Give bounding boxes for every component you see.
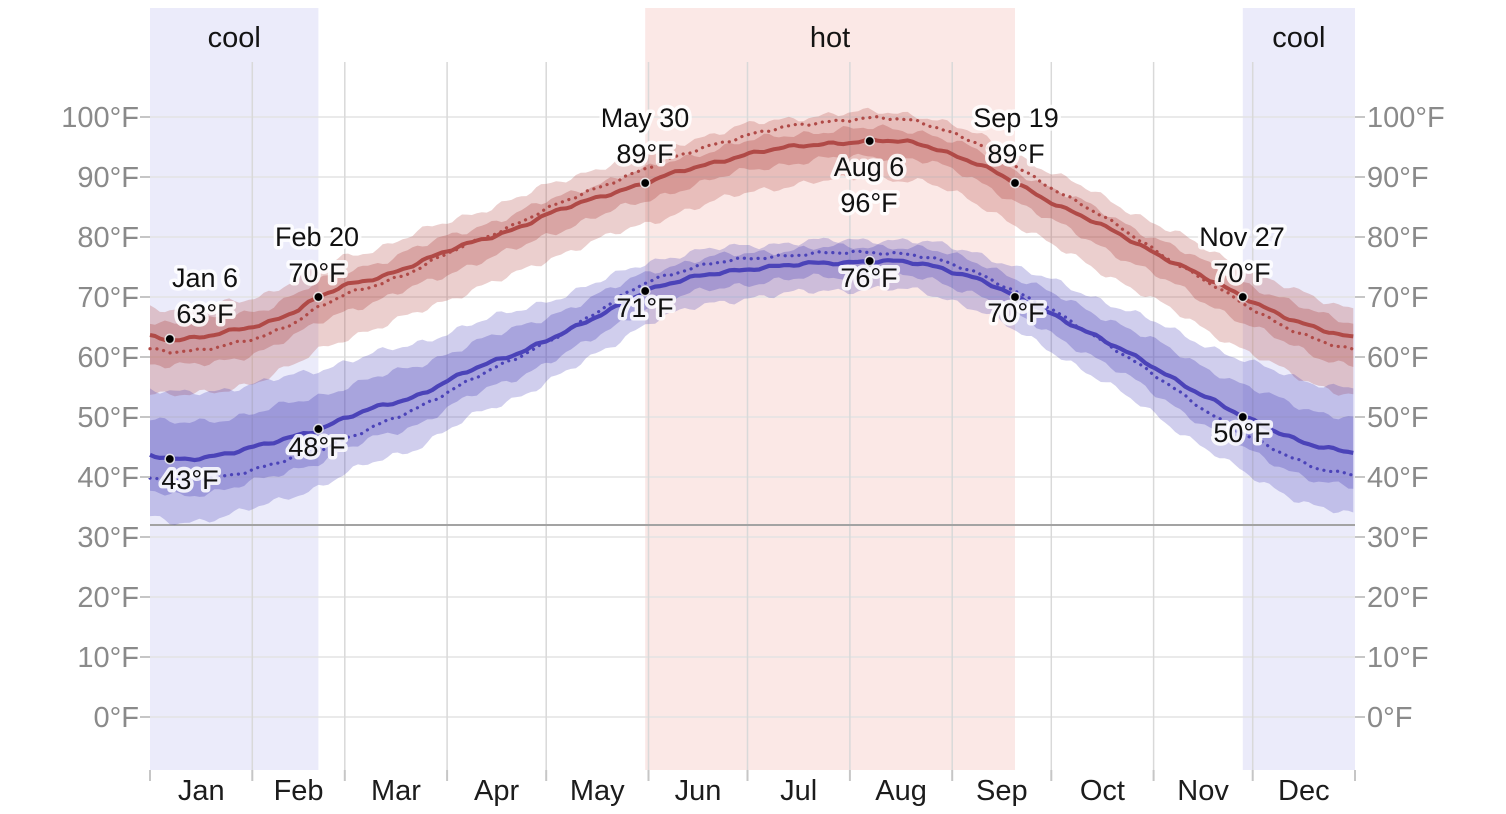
hot-season-band: [645, 8, 1015, 770]
annotation-dot: [1237, 291, 1249, 303]
season-zones: [150, 8, 1355, 770]
y-axis-label-right: 70°F: [1367, 282, 1429, 314]
month-label: Apr: [474, 775, 519, 807]
month-label: Jul: [780, 775, 817, 807]
y-axis-label-left: 90°F: [77, 162, 139, 194]
y-axis-label-left: 50°F: [77, 402, 139, 434]
month-label: Sep: [976, 775, 1028, 807]
gridlines: [150, 62, 1355, 770]
annotation-temp-label: 76°F: [840, 263, 897, 293]
y-axis-label-right: 30°F: [1367, 522, 1429, 554]
annotation-temp-label: 48°F: [288, 432, 345, 462]
annotation-dot: [1009, 291, 1021, 303]
annotation-temp-label: 70°F: [987, 298, 1044, 328]
annotation-date-label: Jan 6: [172, 263, 238, 293]
high-inner-band: [150, 124, 1354, 369]
annotation-temp-label: 89°F: [616, 139, 673, 169]
y-axis-label-left: 80°F: [77, 222, 139, 254]
annotation-dot: [1237, 411, 1249, 423]
y-axis-label-right: 90°F: [1367, 162, 1429, 194]
y-axis-label-right: 10°F: [1367, 642, 1429, 674]
annotation-temp-label: 71°F: [616, 293, 673, 323]
month-label: Aug: [875, 775, 927, 807]
cool-season-band: [150, 8, 319, 770]
y-axis-label-left: 60°F: [77, 342, 139, 374]
annotation-temp-label: 63°F: [176, 299, 233, 329]
y-axis-label-left: 30°F: [77, 522, 139, 554]
average-high-dotted-line: [148, 115, 1355, 355]
y-axis-label-right: 20°F: [1367, 582, 1429, 614]
hot-season-label: hot: [810, 22, 850, 54]
annotation-temp-label: 96°F: [840, 188, 897, 218]
annotation-date-label: Aug 6: [834, 152, 905, 182]
y-axis-label-left: 20°F: [77, 582, 139, 614]
annotations: Jan 6 63°F Feb 20 70°F May 30 89°F Aug 6 96°F Se…: [158, 100, 1288, 499]
cool-season-label: cool: [1272, 22, 1325, 54]
annotation-dot: [864, 135, 876, 147]
season-labels: cool hot cool: [208, 22, 1326, 54]
annotation-date-label: Sep 19: [973, 103, 1059, 133]
annotation-date-label: Nov 27: [1199, 222, 1285, 252]
y-axis-label-left: 70°F: [77, 282, 139, 314]
y-axis-label-right: 40°F: [1367, 462, 1429, 494]
annotation-temp-label: 50°F: [1213, 418, 1270, 448]
annotation-dot: [864, 255, 876, 267]
y-axis-label-right: 80°F: [1367, 222, 1429, 254]
y-axis-label-right: 100°F: [1367, 102, 1445, 134]
cool-season-label: cool: [208, 22, 261, 54]
month-label: Jun: [675, 775, 722, 807]
average-high-line: [149, 137, 1354, 343]
month-label: May: [570, 775, 625, 807]
annotation-dot: [313, 423, 324, 435]
high-outer-band: [150, 107, 1354, 397]
annotation-date-label: Feb 20: [275, 222, 359, 252]
y-axis-label-right: 60°F: [1367, 342, 1429, 374]
y-axis-label-left: 0°F: [94, 702, 139, 734]
low-inner-band: [150, 243, 1354, 497]
annotation-dot: [639, 285, 651, 297]
month-label: Nov: [1177, 775, 1229, 807]
cool-season-band: [1242, 8, 1355, 770]
month-label: Oct: [1080, 775, 1125, 807]
annotation-dot: [313, 291, 324, 303]
month-label: Mar: [371, 775, 421, 807]
temperature-lines: [148, 115, 1355, 483]
y-axis-label-left: 40°F: [77, 462, 139, 494]
month-label: Dec: [1278, 775, 1330, 807]
annotation-dot: [164, 453, 176, 465]
month-label: Feb: [274, 775, 324, 807]
annotation-dot: [639, 177, 651, 189]
y-axis-label-left: 10°F: [77, 642, 139, 674]
annotation-temp-label: 43°F: [161, 465, 218, 495]
month-label: Jan: [178, 775, 225, 807]
annotation-dot: [1009, 177, 1021, 189]
annotation-temp-label: 89°F: [987, 139, 1044, 169]
annotation-date-label: May 30: [601, 103, 690, 133]
y-axis-label-right: 50°F: [1367, 402, 1429, 434]
average-low-line: [149, 258, 1354, 463]
y-axis-label-right: 0°F: [1367, 702, 1412, 734]
axes: 0°F 0°F 10°F 10°F 20°F 20°F 30°F 30°F 40°F 40°F 50…: [61, 102, 1444, 807]
y-axis-label-left: 100°F: [61, 102, 139, 134]
annotation-dot: [164, 333, 176, 345]
annotation-temp-label: 70°F: [1213, 258, 1270, 288]
average-low-dotted-line: [148, 249, 1355, 483]
annotation-temp-label: 70°F: [288, 258, 345, 288]
